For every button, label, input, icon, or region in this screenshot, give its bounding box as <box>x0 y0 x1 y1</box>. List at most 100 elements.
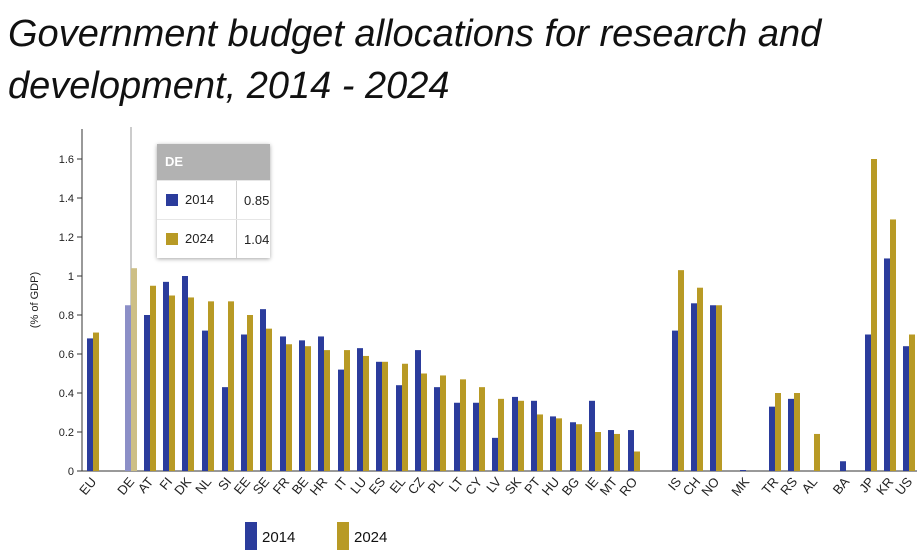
y-tick-label: 0.8 <box>59 310 74 322</box>
bar-rs-2014[interactable] <box>788 398 794 471</box>
bar-lu-2014[interactable] <box>357 348 363 471</box>
bar-nl-2024[interactable] <box>208 301 214 471</box>
bar-ro-2014[interactable] <box>628 430 634 471</box>
y-tick-label: 1.6 <box>59 154 74 166</box>
y-tick-label: 0.4 <box>59 388 74 400</box>
bar-mt-2024[interactable] <box>614 433 620 471</box>
bar-cz-2014[interactable] <box>415 350 421 471</box>
x-tick-label: AT <box>135 474 157 496</box>
bar-at-2024[interactable] <box>150 285 156 471</box>
bar-hu-2014[interactable] <box>550 416 556 471</box>
bar-eu-2014[interactable] <box>87 338 93 471</box>
bar-tr-2024[interactable] <box>775 393 781 471</box>
x-tick-label: PL <box>425 474 447 496</box>
x-tick-label: JP <box>856 474 877 495</box>
bar-pt-2014[interactable] <box>531 400 537 471</box>
bar-be-2024[interactable] <box>305 346 311 471</box>
bar-it-2014[interactable] <box>338 369 344 471</box>
tooltip-row: 2024 1.04 <box>157 219 270 258</box>
bar-se-2024[interactable] <box>266 328 272 471</box>
bar-mk-2014[interactable] <box>740 470 746 471</box>
bar-ee-2014[interactable] <box>241 334 247 472</box>
legend-label-2014[interactable]: 2014 <box>262 529 295 546</box>
bar-hr-2024[interactable] <box>324 350 330 471</box>
bar-bg-2014[interactable] <box>570 422 576 471</box>
bar-no-2024[interactable] <box>716 305 722 471</box>
bar-is-2014[interactable] <box>672 330 678 471</box>
bar-hu-2024[interactable] <box>556 418 562 471</box>
bar-se-2014[interactable] <box>260 309 266 471</box>
chart-title: Government budget allocations for resear… <box>8 13 822 107</box>
bar-sk-2024[interactable] <box>518 400 524 471</box>
bar-it-2024[interactable] <box>344 350 350 471</box>
bar-at-2014[interactable] <box>144 315 150 471</box>
bar-is-2024[interactable] <box>678 270 684 471</box>
y-tick-label: 0.2 <box>59 427 74 439</box>
bar-si-2024[interactable] <box>228 301 234 471</box>
bar-cy-2014[interactable] <box>473 402 479 471</box>
bar-ba-2014[interactable] <box>840 461 846 471</box>
bar-pt-2024[interactable] <box>537 414 543 471</box>
bar-dk-2024[interactable] <box>188 297 194 471</box>
bar-ch-2014[interactable] <box>691 303 697 471</box>
x-tick-label: NO <box>698 474 722 499</box>
bar-ro-2024[interactable] <box>634 451 640 472</box>
bar-pl-2014[interactable] <box>434 387 440 471</box>
bar-ie-2024[interactable] <box>595 432 601 471</box>
bar-lv-2014[interactable] <box>492 437 498 471</box>
tooltip-series-value: 1.04 <box>244 231 270 247</box>
bar-no-2014[interactable] <box>710 305 716 471</box>
y-tick-label: 1.2 <box>59 232 74 244</box>
bar-ie-2014[interactable] <box>589 400 595 471</box>
bar-bg-2024[interactable] <box>576 424 582 471</box>
x-tick-label: MT <box>597 474 621 498</box>
legend-swatch-2024[interactable] <box>337 522 349 550</box>
x-tick-label: SI <box>215 474 234 493</box>
bar-be-2014[interactable] <box>299 340 305 471</box>
bar-hr-2014[interactable] <box>318 336 324 471</box>
bar-ch-2024[interactable] <box>697 287 703 471</box>
bar-tr-2014[interactable] <box>769 406 775 471</box>
bar-rs-2024[interactable] <box>794 393 800 471</box>
bar-jp-2024[interactable] <box>871 159 877 471</box>
bar-cy-2024[interactable] <box>479 387 485 471</box>
bar-cz-2024[interactable] <box>421 373 427 472</box>
bar-fi-2024[interactable] <box>169 295 175 472</box>
bar-sk-2014[interactable] <box>512 396 518 471</box>
bar-fr-2024[interactable] <box>286 344 292 471</box>
bar-es-2014[interactable] <box>376 361 382 471</box>
x-tick-label: RO <box>616 474 640 499</box>
legend-label-2024[interactable]: 2024 <box>354 529 387 546</box>
bar-fr-2014[interactable] <box>280 336 286 471</box>
bar-lv-2024[interactable] <box>498 398 504 471</box>
tooltip-series-label: 2014 <box>185 181 237 219</box>
legend[interactable]: 2014 2024 <box>245 522 387 550</box>
bar-si-2014[interactable] <box>222 387 228 471</box>
bar-jp-2014[interactable] <box>865 334 871 472</box>
bar-pl-2024[interactable] <box>440 375 446 471</box>
bar-lu-2024[interactable] <box>363 355 369 471</box>
bar-el-2014[interactable] <box>396 385 402 471</box>
bar-de-2024[interactable] <box>131 268 137 471</box>
bar-ee-2024[interactable] <box>247 315 253 471</box>
bar-dk-2014[interactable] <box>182 276 188 471</box>
bar-lt-2014[interactable] <box>454 402 460 471</box>
bar-el-2024[interactable] <box>402 363 408 471</box>
bar-eu-2024[interactable] <box>93 332 99 471</box>
y-tick-label: 0.6 <box>59 349 74 361</box>
bar-lt-2024[interactable] <box>460 379 466 471</box>
bar-mt-2014[interactable] <box>608 430 614 471</box>
bar-nl-2014[interactable] <box>202 330 208 471</box>
legend-swatch-2014[interactable] <box>245 522 257 550</box>
bar-us-2024[interactable] <box>909 334 915 472</box>
x-tick-label: FR <box>270 474 293 497</box>
bar-us-2014[interactable] <box>903 346 909 471</box>
bar-kr-2024[interactable] <box>890 219 896 471</box>
bar-kr-2014[interactable] <box>884 258 890 471</box>
x-tick-label: DK <box>171 474 194 498</box>
series-2014-swatch <box>166 194 178 206</box>
bar-fi-2014[interactable] <box>163 281 169 471</box>
bar-es-2024[interactable] <box>382 361 388 471</box>
bar-al-2024[interactable] <box>814 433 820 471</box>
bar-de-2014[interactable] <box>125 305 131 471</box>
